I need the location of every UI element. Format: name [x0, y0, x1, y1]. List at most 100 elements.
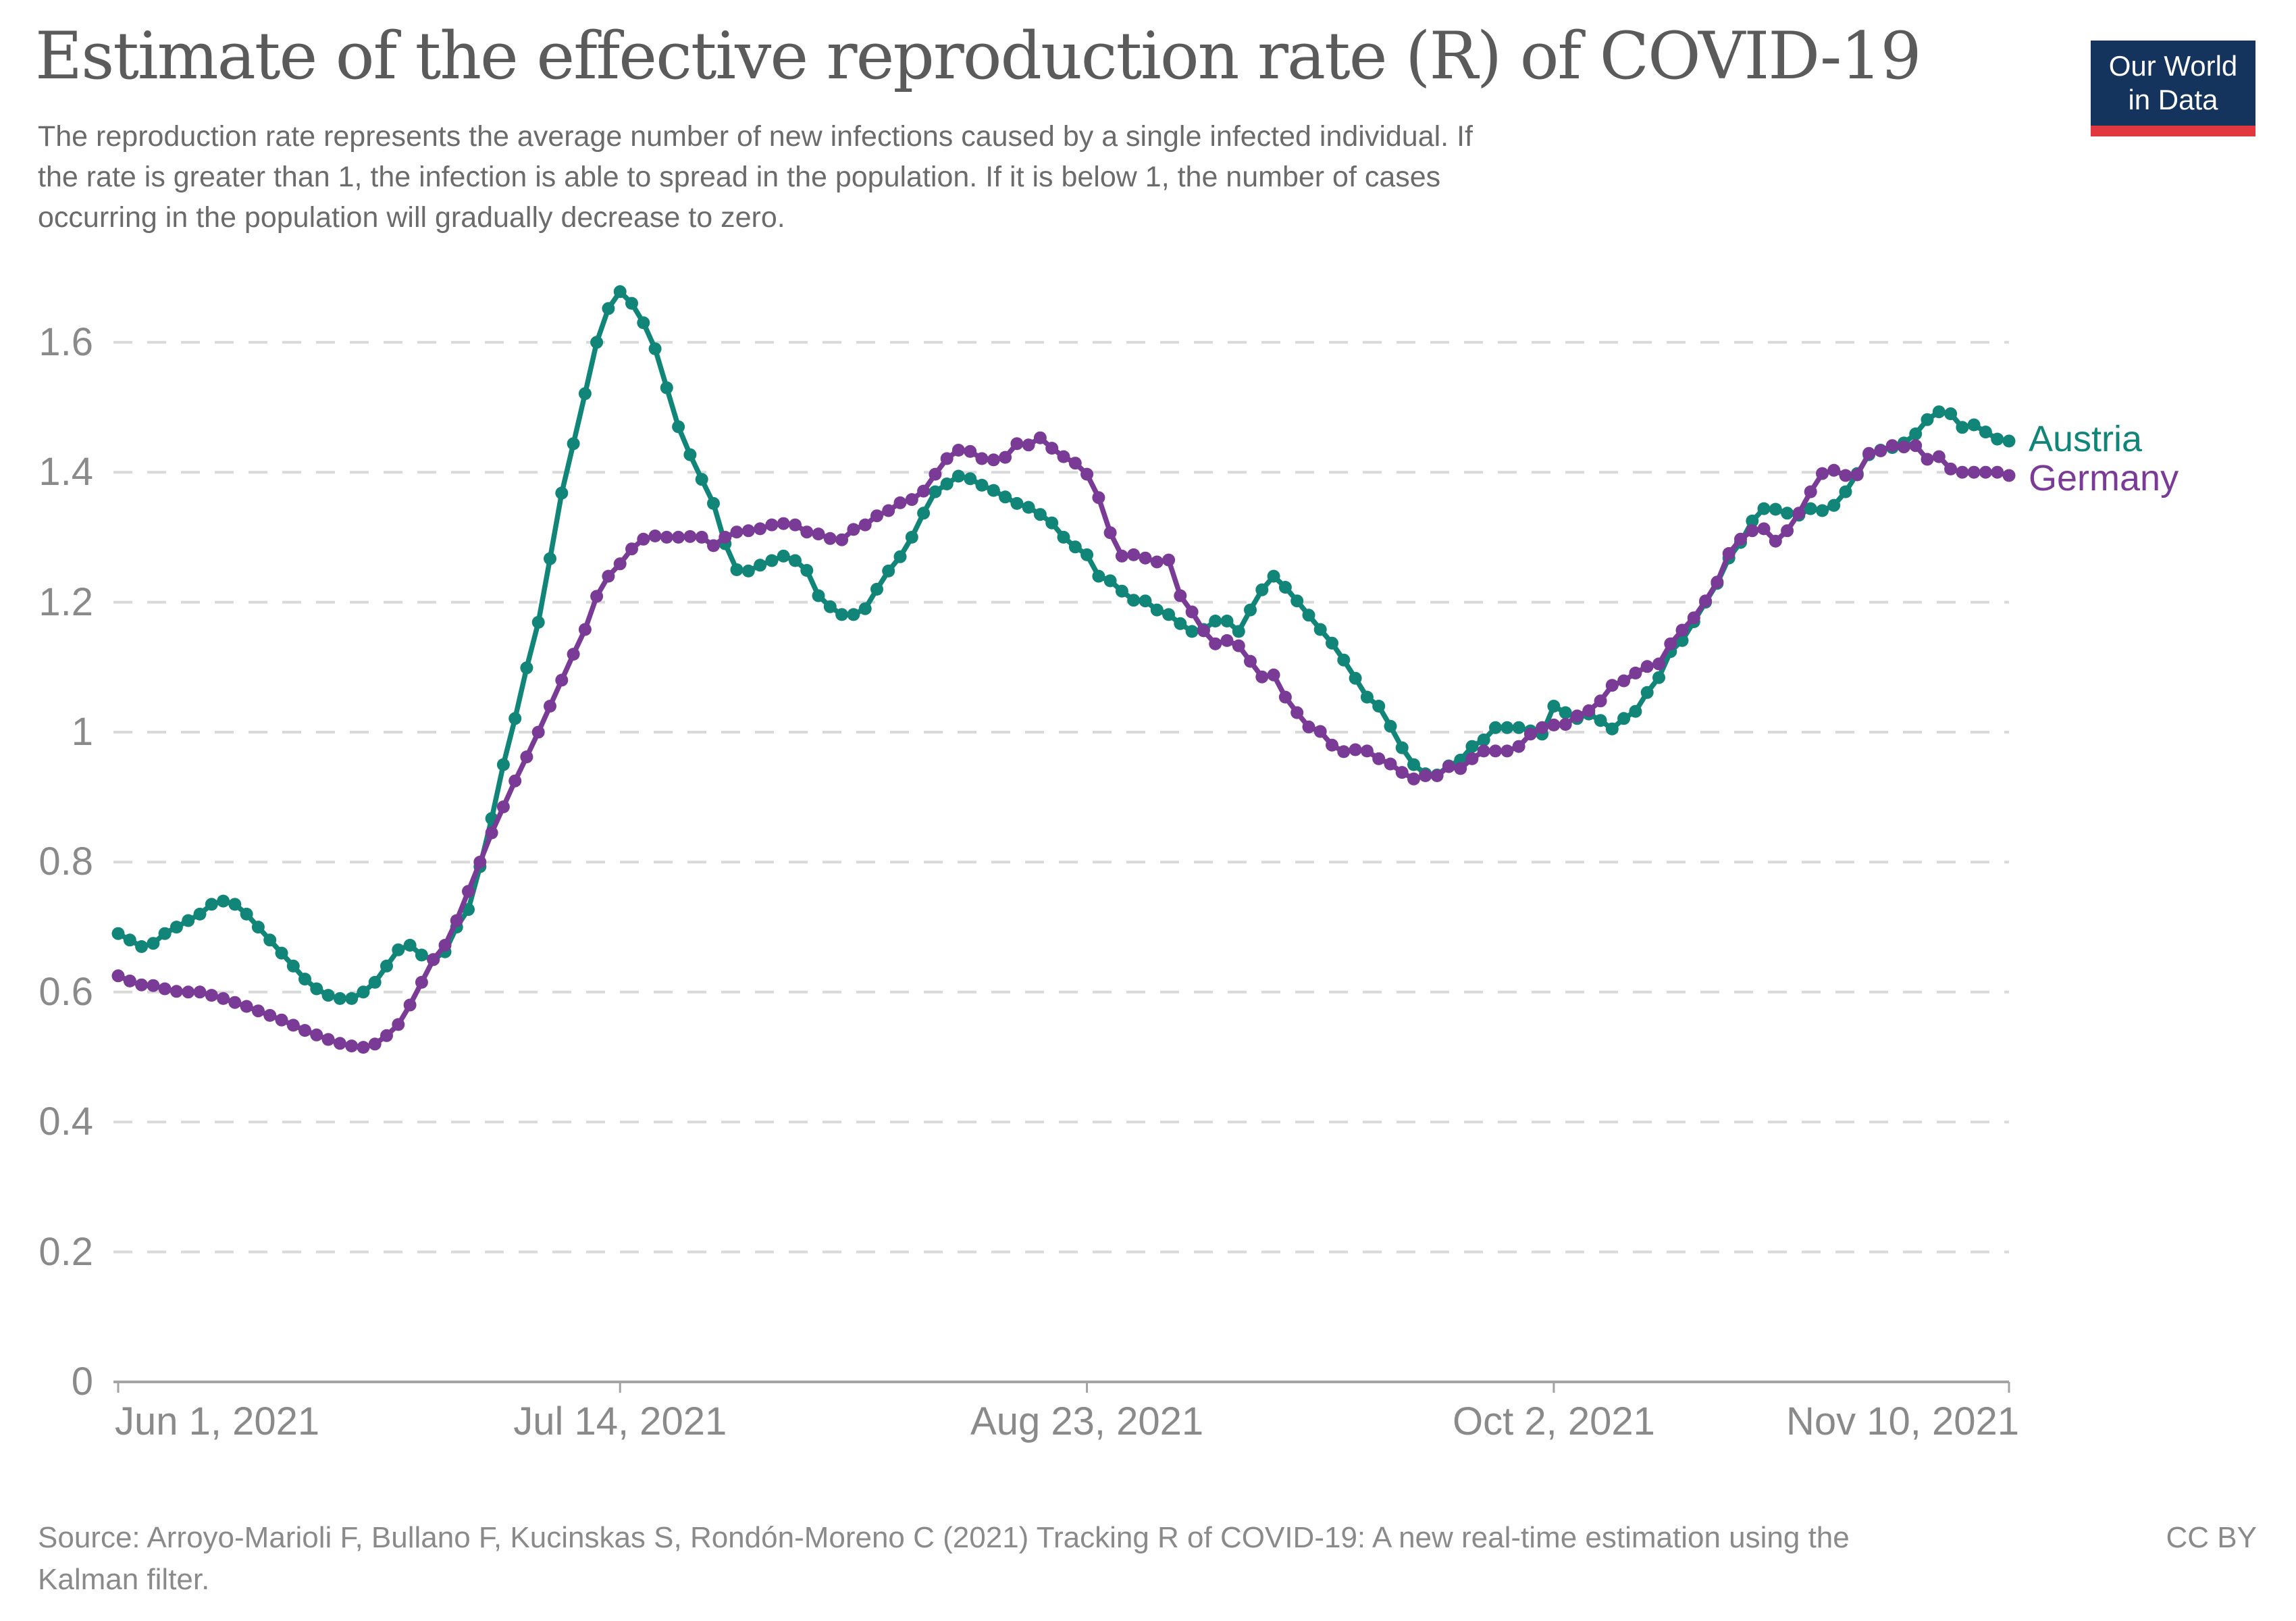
data-point-germany[interactable]: [403, 998, 417, 1012]
data-point-germany[interactable]: [858, 518, 872, 532]
owid-logo[interactable]: Our World in Data: [2091, 41, 2255, 136]
data-point-austria[interactable]: [345, 992, 359, 1005]
data-point-germany[interactable]: [1010, 437, 1024, 451]
data-point-austria[interactable]: [2002, 434, 2016, 448]
data-point-austria[interactable]: [637, 316, 650, 330]
data-point-austria[interactable]: [310, 982, 323, 996]
data-point-germany[interactable]: [392, 1018, 405, 1031]
data-point-austria[interactable]: [602, 302, 615, 315]
data-point-austria[interactable]: [1827, 498, 1841, 512]
data-point-austria[interactable]: [286, 959, 300, 973]
data-point-austria[interactable]: [1349, 671, 1362, 685]
data-point-austria[interactable]: [917, 507, 931, 520]
data-point-austria[interactable]: [1909, 427, 1923, 440]
data-point-germany[interactable]: [1267, 668, 1280, 681]
data-point-germany[interactable]: [544, 700, 556, 713]
data-point-germany[interactable]: [730, 525, 743, 539]
data-point-germany[interactable]: [1419, 769, 1432, 782]
data-point-austria[interactable]: [1033, 508, 1047, 521]
data-point-austria[interactable]: [1337, 653, 1351, 667]
data-point-austria[interactable]: [1594, 714, 1607, 727]
data-point-germany[interactable]: [1068, 457, 1082, 470]
data-point-germany[interactable]: [357, 1041, 370, 1054]
data-point-austria[interactable]: [1746, 514, 1759, 528]
data-point-austria[interactable]: [1115, 584, 1128, 598]
data-point-germany[interactable]: [298, 1024, 311, 1037]
data-point-germany[interactable]: [940, 452, 954, 465]
data-point-germany[interactable]: [1523, 727, 1537, 741]
data-point-austria[interactable]: [508, 712, 522, 725]
data-point-austria[interactable]: [496, 758, 510, 771]
data-point-germany[interactable]: [1722, 547, 1736, 560]
data-point-germany[interactable]: [625, 542, 638, 556]
data-point-austria[interactable]: [1103, 574, 1117, 588]
data-point-germany[interactable]: [531, 725, 545, 739]
data-point-austria[interactable]: [613, 285, 627, 299]
data-point-germany[interactable]: [1302, 720, 1315, 734]
data-point-austria[interactable]: [1921, 413, 1934, 426]
data-point-austria[interactable]: [357, 985, 370, 999]
data-point-germany[interactable]: [1290, 706, 1304, 719]
data-point-germany[interactable]: [147, 979, 160, 992]
data-point-austria[interactable]: [1127, 594, 1141, 607]
data-point-germany[interactable]: [847, 523, 860, 536]
data-point-germany[interactable]: [870, 509, 883, 523]
data-point-germany[interactable]: [777, 517, 790, 530]
data-point-germany[interactable]: [333, 1037, 346, 1050]
data-point-germany[interactable]: [169, 985, 183, 998]
data-point-austria[interactable]: [741, 564, 755, 577]
data-point-austria[interactable]: [1139, 594, 1152, 608]
legend-item-austria[interactable]: Austria: [2029, 417, 2142, 461]
data-point-austria[interactable]: [1185, 625, 1199, 638]
data-point-germany[interactable]: [520, 750, 533, 764]
data-point-germany[interactable]: [1045, 442, 1059, 455]
data-point-austria[interactable]: [672, 420, 685, 434]
data-point-austria[interactable]: [1384, 719, 1397, 733]
data-point-germany[interactable]: [1827, 463, 1841, 477]
data-point-austria[interactable]: [625, 297, 638, 310]
data-point-austria[interactable]: [251, 921, 265, 934]
legend-label-austria[interactable]: Austria: [2029, 419, 2143, 459]
data-point-germany[interactable]: [1967, 465, 1981, 479]
data-point-germany[interactable]: [1057, 450, 1070, 463]
data-point-germany[interactable]: [1092, 491, 1105, 505]
data-point-germany[interactable]: [683, 530, 697, 543]
data-point-germany[interactable]: [1360, 744, 1374, 758]
data-point-austria[interactable]: [1991, 432, 2004, 446]
data-point-germany[interactable]: [905, 493, 918, 507]
data-point-germany[interactable]: [1991, 465, 2004, 479]
data-point-germany[interactable]: [648, 530, 662, 542]
data-point-germany[interactable]: [1605, 679, 1619, 692]
data-point-austria[interactable]: [1605, 722, 1619, 736]
data-point-germany[interactable]: [1921, 453, 1934, 466]
data-point-germany[interactable]: [462, 885, 475, 898]
data-point-austria[interactable]: [999, 490, 1012, 504]
data-point-austria[interactable]: [1501, 721, 1514, 734]
data-point-germany[interactable]: [555, 673, 569, 687]
data-point-germany[interactable]: [1465, 752, 1479, 765]
data-point-austria[interactable]: [1640, 686, 1654, 699]
data-point-austria[interactable]: [1220, 615, 1234, 627]
data-point-austria[interactable]: [1956, 421, 1969, 434]
data-point-germany[interactable]: [765, 518, 779, 532]
data-point-austria[interactable]: [123, 933, 136, 947]
data-point-austria[interactable]: [1395, 741, 1409, 754]
data-point-austria[interactable]: [929, 485, 942, 498]
data-point-germany[interactable]: [496, 800, 510, 814]
data-point-austria[interactable]: [403, 939, 417, 952]
data-point-austria[interactable]: [882, 564, 895, 577]
data-point-germany[interactable]: [1244, 654, 1257, 668]
data-point-austria[interactable]: [1010, 496, 1024, 510]
data-point-germany[interactable]: [1932, 450, 1946, 463]
data-point-austria[interactable]: [368, 975, 382, 989]
data-point-austria[interactable]: [321, 989, 335, 1002]
data-point-germany[interactable]: [111, 969, 125, 983]
data-point-austria[interactable]: [1769, 503, 1782, 516]
data-point-germany[interactable]: [485, 826, 498, 840]
data-point-austria[interactable]: [1617, 712, 1631, 725]
data-point-germany[interactable]: [590, 590, 604, 603]
data-point-germany[interactable]: [135, 978, 149, 992]
data-point-austria[interactable]: [1080, 548, 1094, 561]
data-point-austria[interactable]: [1489, 721, 1502, 734]
data-point-austria[interactable]: [695, 473, 708, 486]
